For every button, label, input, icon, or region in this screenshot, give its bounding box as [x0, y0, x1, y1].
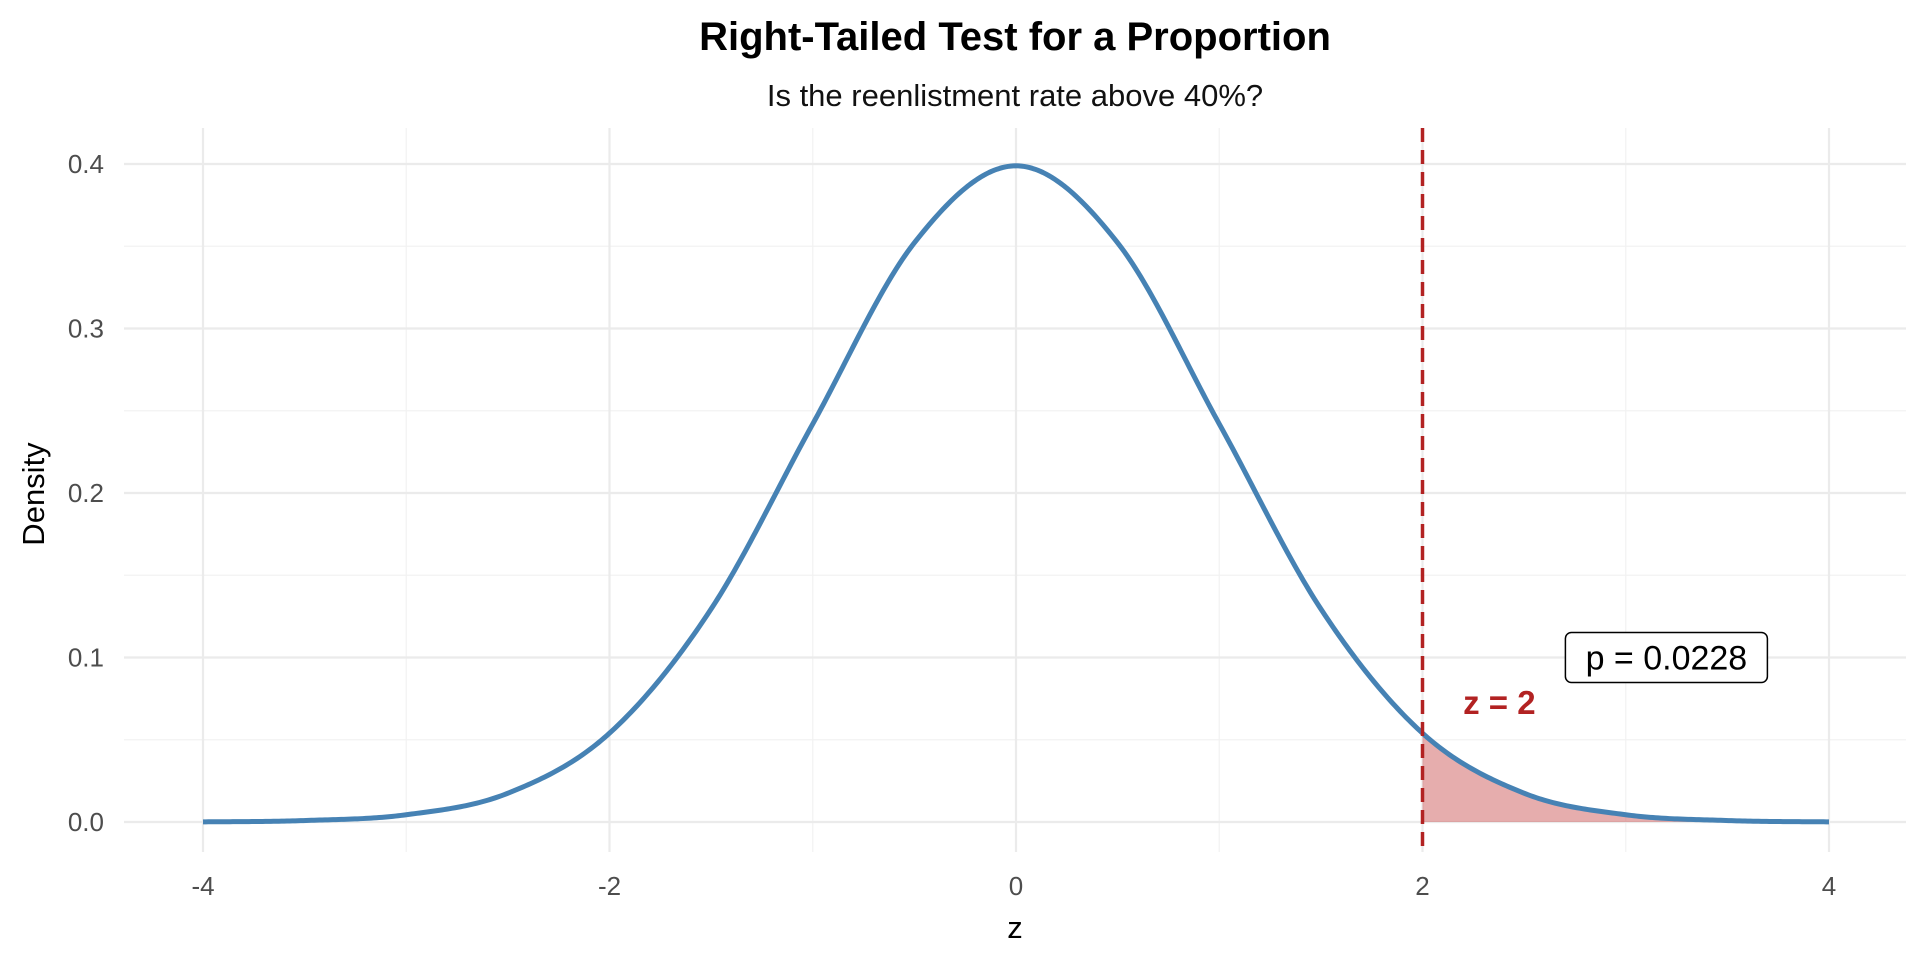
y-tick-label: 0.3	[68, 314, 104, 344]
y-tick-label: 0.0	[68, 807, 104, 837]
x-axis-ticks: -4 -2 0 2 4	[191, 871, 1836, 901]
x-tick-label: 0	[1009, 871, 1023, 901]
y-tick-label: 0.2	[68, 478, 104, 508]
x-tick-label: 2	[1415, 871, 1429, 901]
x-tick-label: 4	[1822, 871, 1836, 901]
y-tick-label: 0.1	[68, 643, 104, 673]
y-tick-label: 0.4	[68, 149, 104, 179]
grid	[124, 128, 1906, 852]
y-axis-ticks: 0.0 0.1 0.2 0.3 0.4	[68, 149, 104, 837]
chart-title: Right-Tailed Test for a Proportion	[699, 15, 1331, 59]
chart-subtitle: Is the reenlistment rate above 40%?	[767, 78, 1263, 113]
x-tick-label: -2	[598, 871, 621, 901]
y-axis-label: Density	[16, 442, 51, 546]
x-tick-label: -4	[191, 871, 214, 901]
x-axis-label: z	[1007, 910, 1023, 945]
p-value-text: p = 0.0228	[1586, 640, 1748, 678]
p-value-label: p = 0.0228	[1565, 633, 1767, 683]
z-annotation: z = 2	[1463, 684, 1535, 721]
